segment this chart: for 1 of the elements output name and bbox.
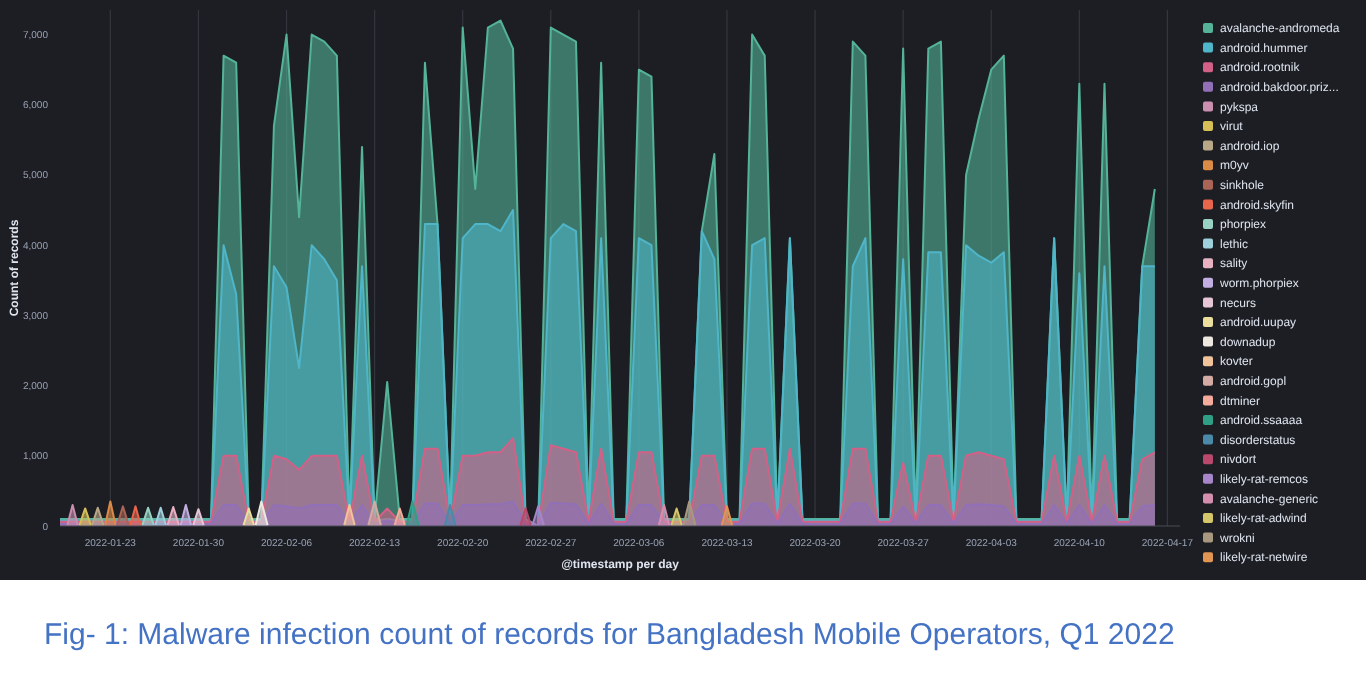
text: Fig- 1: Malware infection count of records for Bangladesh Mobile Operators, Q1 2022	[44, 618, 1175, 652]
